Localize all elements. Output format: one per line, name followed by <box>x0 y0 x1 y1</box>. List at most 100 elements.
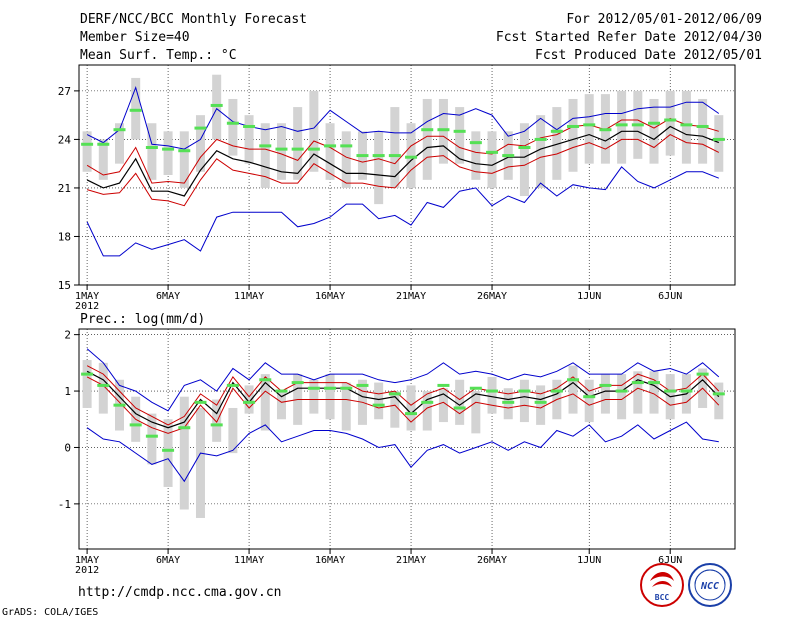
y-tick-label: 18 <box>58 230 71 243</box>
ensemble-box <box>163 131 173 175</box>
median-marker <box>324 144 337 148</box>
x-tick-label: 16MAY <box>315 555 345 566</box>
median-marker <box>291 147 304 151</box>
ensemble-box <box>406 385 416 431</box>
ensemble-box <box>293 107 303 180</box>
ensemble-box <box>212 399 222 442</box>
ensemble-box <box>260 374 270 431</box>
median-marker <box>129 423 142 427</box>
median-marker <box>567 124 580 128</box>
median-marker <box>162 448 175 452</box>
ensemble-box <box>487 131 497 188</box>
median-marker <box>81 142 94 146</box>
ensemble-box <box>584 94 594 164</box>
median-marker <box>631 123 644 127</box>
x-tick-label: 1MAY <box>75 555 99 566</box>
series-line-lower <box>86 376 720 434</box>
series-line-max <box>86 348 720 412</box>
ensemble-box <box>147 123 157 180</box>
ensemble-box <box>471 391 481 434</box>
median-marker <box>243 400 256 404</box>
median-marker <box>696 124 709 128</box>
y-tick-label: 24 <box>58 133 72 146</box>
ensemble-box <box>536 115 546 188</box>
median-marker <box>421 128 434 132</box>
x-tick-label: 16MAY <box>315 291 345 302</box>
median-marker <box>388 392 401 396</box>
median-marker <box>631 381 644 385</box>
y-tick-label: 21 <box>58 182 71 195</box>
median-marker <box>437 128 450 132</box>
median-marker <box>275 389 288 393</box>
median-marker <box>340 386 353 390</box>
median-marker <box>583 123 596 127</box>
y-tick-label: 27 <box>58 85 71 98</box>
median-marker <box>340 144 353 148</box>
median-marker <box>534 137 547 141</box>
ensemble-box <box>438 388 448 423</box>
median-marker <box>696 372 709 376</box>
ensemble-box <box>438 98 448 164</box>
median-marker <box>534 400 547 404</box>
median-marker <box>324 386 337 390</box>
y-tick-label: 15 <box>58 279 71 292</box>
source-url: http://cmdp.ncc.cma.gov.cn <box>78 585 282 600</box>
ensemble-box <box>600 374 610 414</box>
ensemble-box <box>98 139 108 180</box>
median-marker <box>453 406 466 410</box>
ensemble-box <box>325 374 335 420</box>
x-tick-label: 11MAY <box>234 291 264 302</box>
median-marker <box>712 392 725 396</box>
series-line-lower <box>86 134 720 207</box>
x-tick-year: 2012 <box>75 565 99 576</box>
median-marker <box>113 403 126 407</box>
ensemble-box <box>374 382 384 420</box>
ensemble-box <box>455 107 465 164</box>
median-marker <box>421 400 434 404</box>
series-line-upper <box>86 365 720 426</box>
ensemble-box <box>98 362 108 414</box>
ensemble-box <box>244 385 254 414</box>
ensemble-box <box>212 74 222 140</box>
median-marker <box>469 141 482 145</box>
median-marker <box>599 128 612 132</box>
ensemble-box <box>82 360 92 408</box>
median-marker <box>113 128 126 132</box>
median-marker <box>194 126 207 130</box>
ensemble-box <box>276 123 286 180</box>
precip-label: Prec.: log(mm/d) <box>80 312 205 327</box>
forecast-period: For 2012/05/01-2012/06/09 <box>566 12 762 27</box>
ensemble-box <box>276 391 286 420</box>
ensemble-box <box>390 107 400 188</box>
median-marker <box>356 383 369 387</box>
ensemble-box <box>487 376 497 414</box>
series-line-mean <box>86 370 720 429</box>
ncc-logo-text: NCC <box>700 581 719 592</box>
median-marker <box>307 147 320 151</box>
grads-credit: GrADS: COLA/IGES <box>2 607 98 618</box>
median-marker <box>259 144 272 148</box>
median-marker <box>145 434 158 438</box>
x-tick-label: 6JUN <box>658 291 682 302</box>
ensemble-box <box>179 131 189 188</box>
ensemble-box <box>179 396 189 510</box>
x-tick-label: 11MAY <box>234 555 264 566</box>
median-marker <box>356 154 369 158</box>
bcc-logo: BCC <box>640 563 684 607</box>
ensemble-box <box>260 123 270 188</box>
ensemble-box <box>309 90 319 172</box>
series-line-min <box>86 166 719 257</box>
median-marker <box>664 118 677 122</box>
median-marker <box>486 389 499 393</box>
ensemble-box <box>244 115 254 164</box>
ensemble-box <box>714 382 724 420</box>
ncc-logo: NCC <box>688 563 732 607</box>
median-marker <box>178 426 191 430</box>
median-marker <box>615 389 628 393</box>
ensemble-box <box>147 413 157 465</box>
ensemble-box <box>665 90 675 156</box>
median-marker <box>210 103 223 107</box>
ensemble-box <box>422 391 432 431</box>
median-marker <box>599 383 612 387</box>
